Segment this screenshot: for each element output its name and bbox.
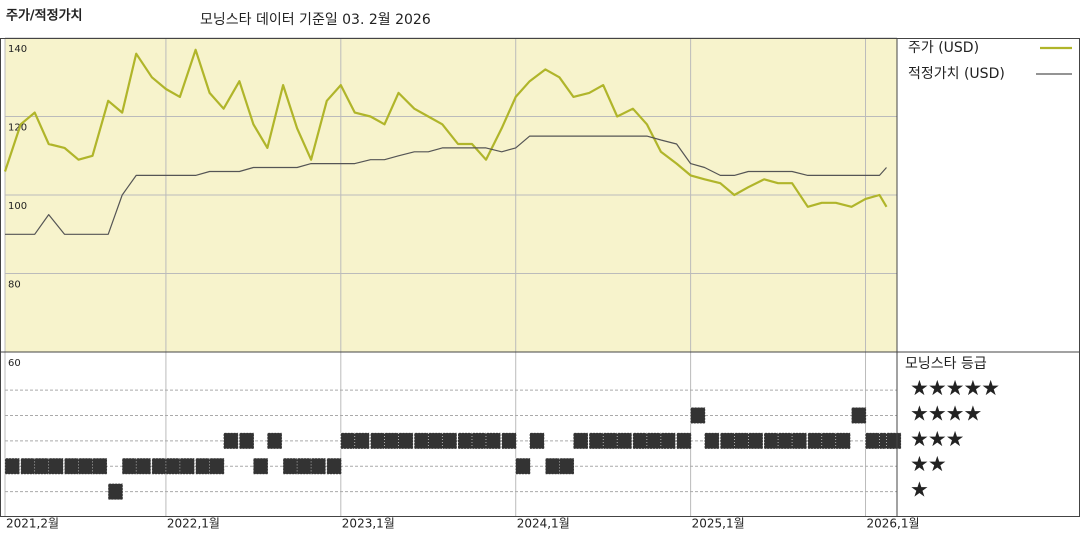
rating-bar (515, 457, 531, 475)
rating-bar (529, 432, 545, 450)
rating-bar (253, 457, 269, 475)
rating-bar (179, 457, 195, 475)
rating-bar (209, 457, 225, 475)
rating-bar (282, 457, 298, 475)
rating-bar (763, 432, 779, 450)
rating-bar (107, 483, 124, 500)
y-tick-label: 120 (8, 123, 27, 134)
x-tick-label: 2025,1월 (692, 517, 745, 531)
y-tick-label: 100 (8, 201, 27, 212)
rating-bar (588, 432, 605, 450)
rating-bar (734, 432, 750, 450)
legend-label: 주가 (USD) (908, 40, 979, 56)
rating-bar (471, 432, 487, 450)
rating-bar (485, 432, 501, 450)
rating-bar (690, 407, 706, 424)
rating-bar (135, 457, 152, 475)
rating-bar (676, 432, 692, 450)
rating-bar (223, 432, 239, 450)
x-tick-label: 2026,1월 (867, 517, 920, 531)
rating-bar (851, 407, 867, 424)
rating-bar (807, 432, 823, 450)
rating-bar (646, 432, 662, 450)
series-line (5, 135, 887, 235)
x-tick-label: 2023,1월 (342, 517, 395, 531)
y-tick-label: 140 (8, 44, 27, 55)
rating-bar (92, 457, 108, 475)
rating-bar (616, 432, 633, 450)
rating-bar (660, 432, 676, 450)
rating-bar (34, 457, 50, 475)
rating-bar (835, 432, 851, 450)
rating-label: ★★ (910, 452, 946, 476)
rating-bar (267, 432, 283, 450)
rating-label: ★★★★★ (910, 376, 999, 400)
rating-bar (296, 457, 312, 475)
rating-bar (20, 457, 36, 475)
rating-bar (821, 432, 837, 450)
rating-bar (865, 432, 881, 450)
rating-bar (501, 432, 517, 450)
rating-bar (310, 457, 326, 475)
series-line (3, 48, 888, 208)
rating-bar (427, 432, 444, 450)
rating-bar (602, 432, 619, 450)
rating-bar (720, 432, 736, 450)
rating-bar (151, 457, 167, 475)
rating-bar (48, 457, 64, 475)
rating-bar (777, 432, 793, 450)
rating-bar (239, 432, 255, 450)
chart-title: 주가/적정가치 (6, 8, 83, 24)
rating-bar (165, 457, 181, 475)
x-tick-label: 2024,1월 (517, 517, 570, 531)
rating-title: 모닝스타 등급 (905, 356, 987, 372)
rating-bar (326, 457, 342, 475)
rating-bar (573, 432, 589, 450)
rating-bar (121, 457, 138, 475)
rating-bar (384, 432, 400, 450)
rating-bar (704, 432, 720, 450)
rating-bar (398, 432, 414, 450)
rating-bar (370, 432, 386, 450)
rating-bar (545, 457, 561, 475)
rating-bar (4, 457, 20, 475)
legend-label: 적정가치 (USD) (908, 66, 1005, 82)
rating-bar (78, 457, 94, 475)
rating-bar (559, 457, 575, 475)
rating-bar (632, 432, 648, 450)
y-tick-label: 60 (8, 358, 21, 369)
rating-bar (886, 432, 902, 450)
rating-bar (441, 432, 458, 450)
rating-bar (354, 432, 370, 450)
rating-bar (457, 432, 473, 450)
rating-bar (748, 432, 764, 450)
rating-bar (413, 432, 430, 450)
rating-bar (195, 457, 211, 475)
rating-bar (64, 457, 80, 475)
rating-bar (791, 432, 807, 450)
rating-label: ★★★ (910, 427, 964, 451)
rating-label: ★★★★ (910, 401, 981, 425)
y-tick-label: 80 (8, 280, 21, 291)
rating-bar (340, 432, 356, 450)
rating-label: ★ (910, 478, 928, 502)
x-tick-label: 2022,1월 (167, 517, 220, 531)
x-tick-label: 2021,2월 (6, 517, 59, 531)
chart-subtitle: 모닝스타 데이터 기준일 03. 2월 2026 (200, 12, 431, 28)
